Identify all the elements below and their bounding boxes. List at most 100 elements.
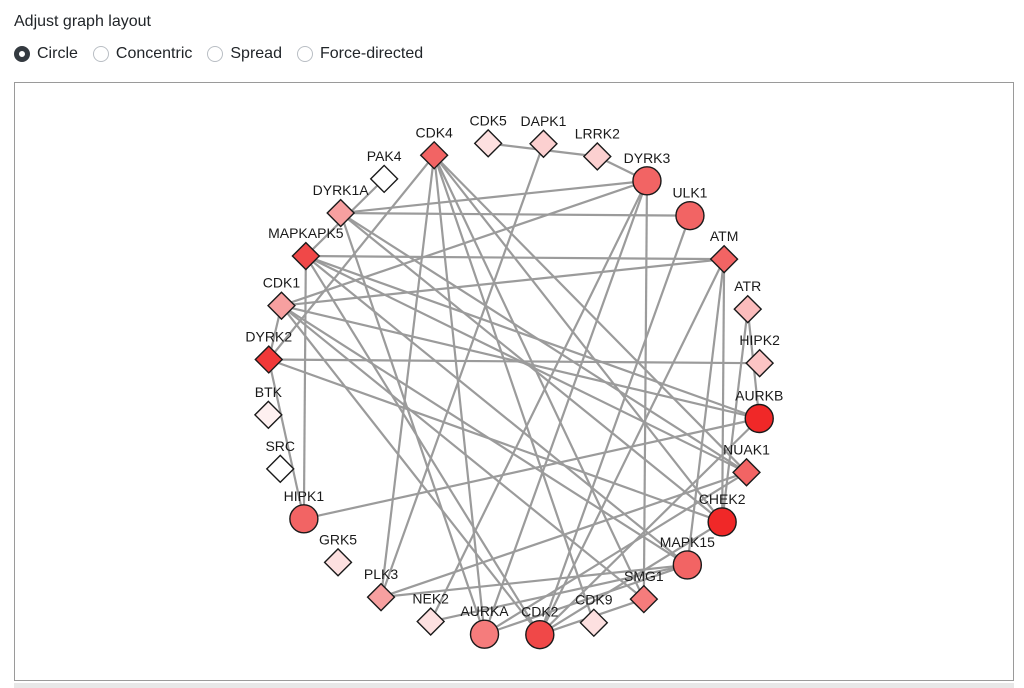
- node-diamond-shape[interactable]: [582, 142, 612, 171]
- edge-dyrk1a-aurka: [339, 212, 486, 635]
- node-atr[interactable]: ATR: [733, 278, 763, 324]
- node-nuak1[interactable]: NUAK1: [723, 441, 770, 487]
- node-label: SRC: [265, 438, 295, 454]
- edge-atm-cdk1: [281, 258, 725, 307]
- node-diamond-shape[interactable]: [265, 454, 295, 484]
- node-dyrk2[interactable]: DYRK2: [245, 329, 292, 374]
- node-label: HIPK1: [284, 488, 325, 504]
- node-label: ATR: [734, 278, 761, 294]
- node-circle-shape[interactable]: [632, 166, 662, 196]
- node-diamond-shape[interactable]: [323, 547, 353, 577]
- node-diamond-shape[interactable]: [473, 128, 503, 158]
- node-mapk15[interactable]: MAPK15: [660, 534, 715, 580]
- layout-option-force-directed[interactable]: Force-directed: [296, 45, 424, 63]
- node-cdk2[interactable]: CDK2: [521, 604, 559, 650]
- node-mapkapk5[interactable]: MAPKAPK5: [268, 225, 344, 271]
- node-diamond-shape[interactable]: [366, 582, 396, 612]
- node-diamond-shape[interactable]: [529, 129, 558, 159]
- node-diamond-shape[interactable]: [254, 345, 284, 374]
- edge-cdk4-nuak1: [433, 154, 748, 474]
- edge-cdk4-smg1: [433, 154, 645, 600]
- node-diamond-shape[interactable]: [579, 608, 609, 638]
- edge-atm-mapk15: [686, 259, 726, 566]
- edge-aurkb-mapkapk5: [305, 254, 760, 420]
- node-label: DYRK1A: [313, 182, 370, 198]
- radio-circle[interactable]: [14, 46, 30, 62]
- edge-mapk15-aurka: [484, 563, 688, 636]
- graph-panel[interactable]: CDK5 DAPK1 LRRK2 DYRK3 ULK1 ATM ATR HIPK2 AURKB N…: [14, 82, 1014, 681]
- node-diamond-shape[interactable]: [267, 291, 296, 321]
- node-atm[interactable]: ATM: [709, 228, 739, 274]
- node-diamond-shape[interactable]: [629, 584, 659, 614]
- node-dyrk1a[interactable]: DYRK1A: [313, 182, 370, 228]
- node-src[interactable]: SRC: [265, 438, 295, 484]
- node-diamond-shape[interactable]: [733, 294, 763, 324]
- edge-atr-chek2: [721, 309, 749, 523]
- layout-option-label: Spread: [230, 45, 282, 62]
- node-nek2[interactable]: NEK2: [412, 591, 449, 636]
- node-cdk9[interactable]: CDK9: [575, 592, 613, 638]
- node-label: DYRK3: [624, 150, 671, 166]
- node-aurkb[interactable]: AURKB: [735, 387, 783, 434]
- node-diamond-shape[interactable]: [416, 607, 446, 636]
- node-diamond-shape[interactable]: [291, 241, 321, 271]
- layout-option-circle[interactable]: Circle: [14, 45, 78, 63]
- node-circle-shape[interactable]: [289, 504, 319, 534]
- node-label: NEK2: [412, 591, 449, 607]
- edge-nuak1-aurka: [483, 471, 748, 636]
- node-label: DYRK2: [245, 329, 292, 345]
- node-diamond-shape[interactable]: [326, 198, 356, 228]
- edge-dyrk3-aurka: [483, 180, 649, 635]
- node-grk5[interactable]: GRK5: [319, 531, 357, 577]
- edge-dyrk2-hipk1: [267, 359, 305, 520]
- radio-spread[interactable]: [207, 46, 224, 62]
- edge-dyrk3-nek2: [429, 180, 648, 623]
- node-diamond-shape[interactable]: [732, 457, 761, 487]
- node-cdk4[interactable]: CDK4: [415, 124, 453, 170]
- edge-mapk15-mapkapk5: [305, 255, 689, 566]
- node-dapk1[interactable]: DAPK1: [521, 113, 567, 159]
- node-hipk1[interactable]: HIPK1: [284, 488, 325, 534]
- node-cdk5[interactable]: CDK5: [470, 112, 508, 158]
- node-pak4[interactable]: PAK4: [367, 148, 402, 194]
- node-circle-shape[interactable]: [707, 507, 737, 537]
- node-diamond-shape[interactable]: [745, 348, 775, 378]
- edge-mapk15-nek2: [430, 563, 688, 623]
- node-dyrk3[interactable]: DYRK3: [624, 150, 671, 196]
- node-lrrk2[interactable]: LRRK2: [575, 125, 620, 171]
- node-diamond-shape[interactable]: [369, 164, 399, 194]
- node-btk[interactable]: BTK: [253, 384, 283, 430]
- radio-concentric[interactable]: [92, 46, 109, 62]
- edges-layer: [267, 142, 761, 636]
- node-label: CDK4: [415, 124, 453, 140]
- edge-mapkapk5-hipk1: [302, 256, 307, 519]
- node-circle-shape[interactable]: [525, 619, 555, 650]
- layout-option-spread[interactable]: Spread: [207, 45, 282, 63]
- node-chek2[interactable]: CHEK2: [699, 491, 746, 537]
- node-plk3[interactable]: PLK3: [364, 566, 398, 612]
- node-label: MAPKAPK5: [268, 225, 344, 241]
- node-diamond-shape[interactable]: [419, 140, 449, 170]
- node-label: BTK: [255, 384, 283, 400]
- node-label: CDK5: [470, 112, 508, 128]
- node-smg1[interactable]: SMG1: [624, 568, 664, 614]
- horizontal-scrollbar[interactable]: [14, 683, 1014, 688]
- radio-force-directed[interactable]: [296, 46, 313, 62]
- node-hipk2[interactable]: HIPK2: [739, 332, 780, 378]
- edge-chek2-dyrk1a: [339, 212, 723, 523]
- edge-mapk15-plk3: [380, 563, 688, 599]
- layout-option-label: Force-directed: [319, 45, 424, 62]
- node-aurka[interactable]: AURKA: [460, 603, 509, 649]
- layout-option-concentric[interactable]: Concentric: [92, 45, 192, 63]
- node-ulk1[interactable]: ULK1: [672, 185, 708, 231]
- node-cdk1[interactable]: CDK1: [263, 275, 301, 321]
- node-label: SMG1: [624, 568, 664, 584]
- node-circle-shape[interactable]: [675, 200, 705, 231]
- node-circle-shape[interactable]: [672, 550, 703, 580]
- node-circle-shape[interactable]: [469, 619, 500, 649]
- node-circle-shape[interactable]: [744, 403, 774, 434]
- node-diamond-shape[interactable]: [253, 400, 283, 430]
- node-diamond-shape[interactable]: [709, 244, 739, 274]
